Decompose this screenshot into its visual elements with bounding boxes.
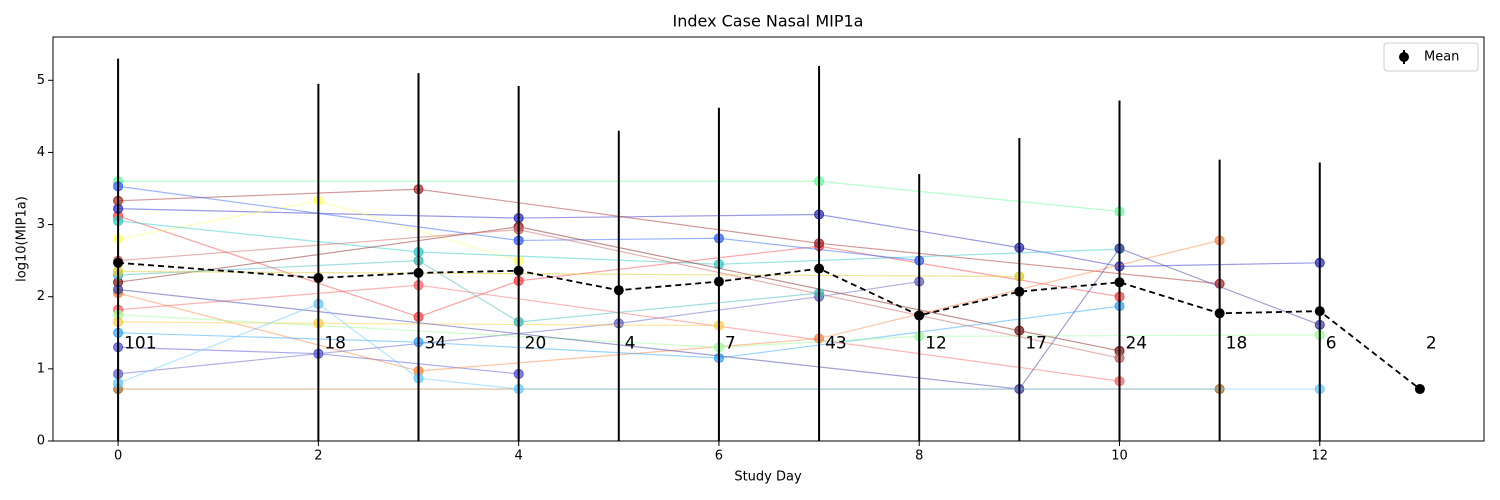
count-label: 101 (124, 334, 156, 354)
x-axis-label: Study Day (734, 470, 802, 485)
mean-point (1314, 306, 1325, 317)
axes-frame (52, 36, 1485, 442)
x-tick-label: 0 (114, 449, 122, 464)
y-tick-label: 0 (37, 434, 45, 449)
x-tick-label: 6 (715, 449, 723, 464)
count-label: 12 (925, 334, 947, 354)
y-tick-label: 3 (37, 217, 45, 232)
mean-point (513, 265, 524, 276)
mean-point (1114, 277, 1125, 288)
count-label: 20 (525, 334, 547, 354)
mean-point (113, 257, 124, 268)
count-label: 17 (1025, 334, 1047, 354)
legend-box (1383, 42, 1479, 72)
y-tick-label: 5 (37, 73, 45, 88)
chart-title: Index Case Nasal MIP1a (673, 12, 864, 31)
mean-point (814, 263, 825, 274)
count-label: 18 (1226, 334, 1248, 354)
x-tick-label: 8 (915, 449, 923, 464)
subject-line (118, 270, 1020, 278)
mean-point (1214, 308, 1225, 319)
count-label: 7 (725, 334, 736, 354)
legend-marker (1399, 52, 1409, 62)
x-tick-label: 10 (1111, 449, 1128, 464)
plot-area (113, 58, 1425, 441)
mean-point (313, 272, 324, 283)
mean-point (613, 285, 624, 296)
x-tick-label: 4 (515, 449, 523, 464)
count-label: 24 (1125, 334, 1147, 354)
mean-point (413, 267, 424, 278)
count-label: 2 (1426, 334, 1437, 354)
y-tick-label: 1 (37, 361, 45, 376)
y-tick-label: 2 (37, 289, 45, 304)
count-label: 4 (625, 334, 636, 354)
mean-point (713, 276, 724, 287)
x-tick-label: 2 (314, 449, 322, 464)
subject-line (118, 260, 820, 323)
x-tick-label: 12 (1311, 449, 1328, 464)
y-axis-label: log10(MIP1a) (15, 196, 30, 282)
mean-point (914, 310, 925, 321)
count-label: 18 (324, 334, 346, 354)
mean-point (1414, 384, 1425, 395)
count-label: 6 (1326, 334, 1337, 354)
legend-label: Mean (1424, 50, 1459, 65)
y-tick-label: 4 (37, 145, 45, 160)
mean-point (1014, 286, 1025, 297)
count-label: 43 (825, 334, 847, 354)
count-label: 34 (425, 334, 447, 354)
